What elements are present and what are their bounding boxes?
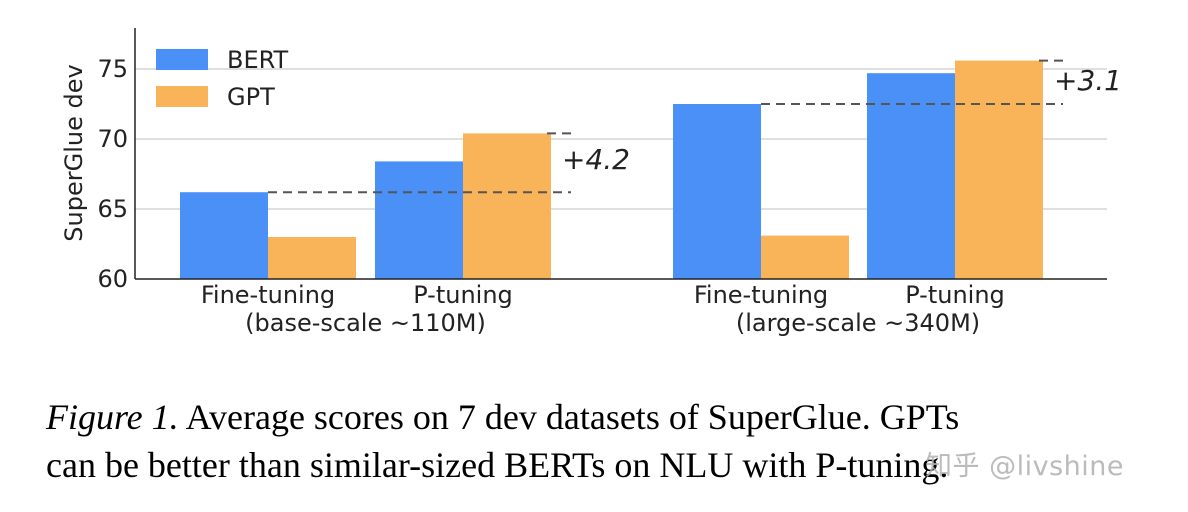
- y-tick-labels: 60 65 70 75: [97, 55, 128, 293]
- watermark: 知乎 @livshine: [925, 451, 1124, 482]
- caption-figure-label: Figure 1.: [46, 397, 179, 437]
- caption-line-2: can be better than similar-sized BERTs o…: [46, 445, 949, 485]
- legend-swatch-bert: [156, 49, 208, 70]
- bars: [180, 60, 1043, 279]
- x-tick-label: P-tuning: [905, 281, 1005, 309]
- x-tick-label: P-tuning: [413, 281, 513, 309]
- x-group-label: (base-scale ~110M): [245, 309, 486, 337]
- caption-line-1: Figure 1. Average scores on 7 dev datase…: [46, 393, 1166, 441]
- bar-bert-2: [375, 161, 463, 279]
- y-tick-label: 65: [97, 195, 128, 223]
- y-tick-label: 70: [97, 125, 128, 153]
- caption-text-1: Average scores on 7 dev datasets of Supe…: [178, 397, 960, 437]
- bar-gpt-2: [463, 133, 551, 279]
- annotation-large-gain: +3.1: [1054, 64, 1122, 97]
- reference-lines: [268, 59, 1063, 194]
- x-tick-label: Fine-tuning: [694, 281, 828, 309]
- x-tick-labels: Fine-tuning P-tuning Fine-tuning P-tuning(b…: [201, 281, 1005, 337]
- figure-caption: Figure 1. Average scores on 7 dev datase…: [46, 393, 1166, 489]
- x-group-label: (large-scale ~340M): [736, 309, 980, 337]
- x-tick-label: Fine-tuning: [201, 281, 335, 309]
- bar-bert-1: [180, 192, 268, 279]
- y-tick-label: 75: [97, 55, 128, 83]
- bar-gpt-1: [268, 237, 356, 279]
- legend-label-bert: BERT: [227, 46, 289, 74]
- axes: [134, 28, 1107, 280]
- legend: BERT GPT: [156, 46, 289, 111]
- bar-bert-4: [867, 73, 955, 279]
- y-tick-label: 60: [97, 265, 128, 293]
- legend-swatch-gpt: [156, 86, 208, 107]
- annotation-base-gain: +4.2: [562, 143, 630, 176]
- bar-chart: 60 65 70 75 Fine-tuning P-tuning Fine-tuning P…: [60, 28, 1122, 337]
- bar-gpt-4: [955, 60, 1043, 279]
- y-axis-label: SuperGlue dev: [60, 64, 88, 241]
- annotations: +4.2 +3.1: [562, 64, 1122, 176]
- bar-bert-3: [673, 104, 761, 279]
- legend-label-gpt: GPT: [227, 83, 275, 111]
- bar-gpt-3: [761, 235, 849, 279]
